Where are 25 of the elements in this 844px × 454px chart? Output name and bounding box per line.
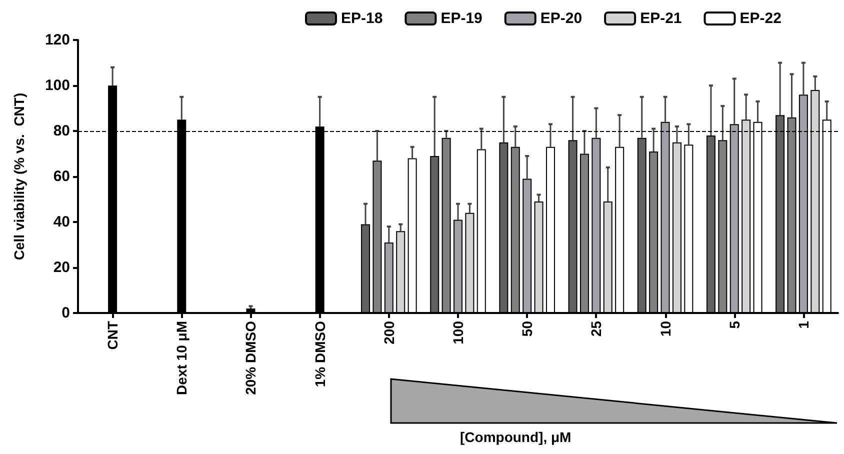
y-tick-label: 100 (44, 77, 70, 94)
text: [Compound], μM (460, 429, 572, 445)
y-axis-title: Cell viability (% vs. CNT) (11, 92, 27, 260)
legend-label: EP-18 (341, 10, 383, 27)
x-tick-label: 50 (519, 320, 536, 337)
x-tick-label: 200 (380, 320, 397, 344)
y-tick-label: 80 (53, 122, 70, 140)
legend-label: EP-22 (740, 10, 782, 27)
x-tick-label: 25 (588, 320, 604, 337)
x-tick-label: CNT (104, 320, 121, 350)
x-tick-label: 1% DMSO (312, 320, 328, 388)
x-tick-label: 10 (657, 320, 674, 337)
y-tick-label: 120 (44, 32, 70, 48)
legend-label: EP-19 (440, 10, 482, 27)
legend-label: EP-21 (640, 10, 682, 27)
legend-label: EP-20 (540, 10, 582, 27)
x-tick-label: 100 (450, 320, 466, 344)
x-tick-label: Dext 10 μM (174, 321, 190, 395)
y-tick-label: 40 (53, 214, 70, 230)
y-tick-label: 0 (62, 304, 70, 322)
x-tick-label: 1 (795, 320, 812, 329)
y-tick-label: 20 (53, 259, 70, 276)
y-tick-label: 60 (53, 168, 70, 185)
x-tick-label: 20% DMSO (242, 320, 259, 395)
x-tick-label: 5 (726, 320, 742, 329)
